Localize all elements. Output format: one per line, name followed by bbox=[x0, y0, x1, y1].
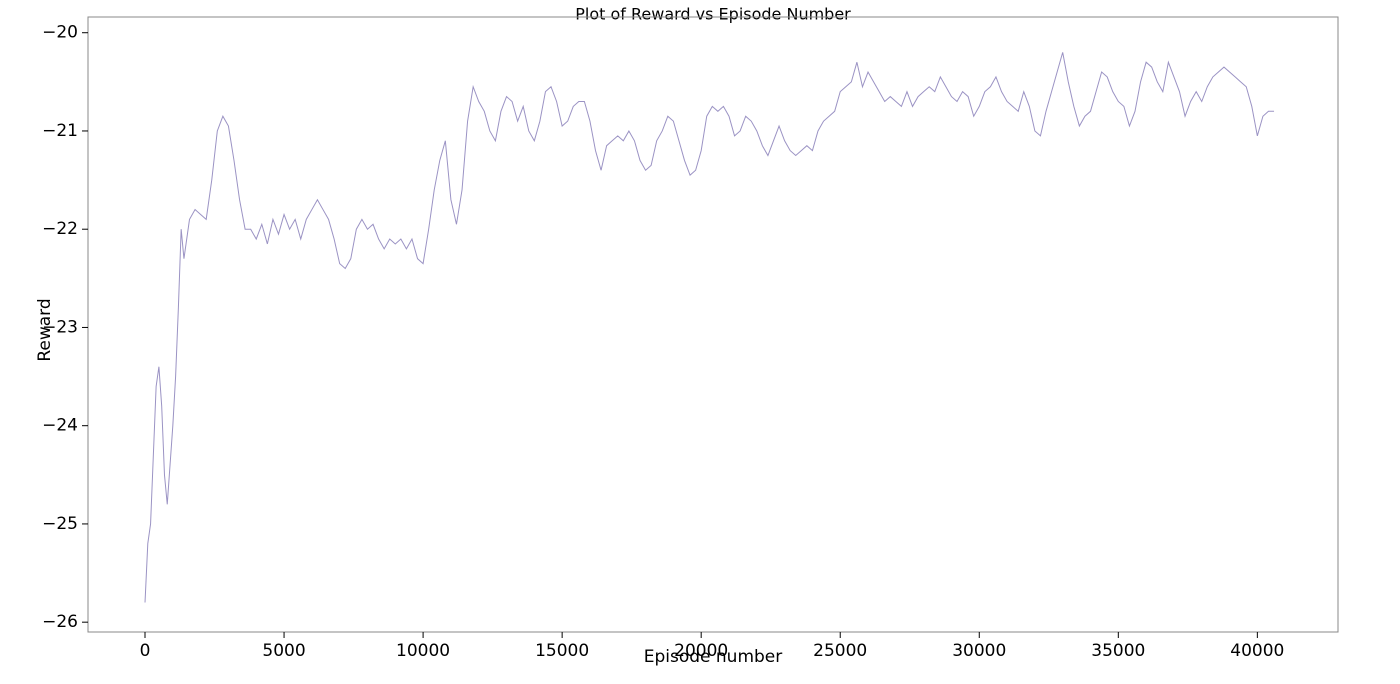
x-axis-label: Episode number bbox=[644, 647, 783, 667]
x-tick-label: 35000 bbox=[1091, 641, 1145, 661]
x-tick-label: 30000 bbox=[952, 641, 1006, 661]
y-tick-label: −25 bbox=[42, 514, 78, 534]
y-tick-label: −23 bbox=[42, 317, 78, 337]
y-tick-label: −22 bbox=[42, 219, 78, 239]
x-tick-label: 20000 bbox=[674, 641, 728, 661]
y-tick-label: −20 bbox=[42, 23, 78, 43]
x-tick-label: 5000 bbox=[262, 641, 305, 661]
x-tick-label: 15000 bbox=[535, 641, 589, 661]
reward-line bbox=[144, 52, 1275, 603]
plot-frame bbox=[87, 16, 1339, 633]
x-tick-label: 10000 bbox=[396, 641, 450, 661]
x-tick-label: 0 bbox=[140, 641, 151, 661]
x-tick-label: 40000 bbox=[1230, 641, 1284, 661]
y-tick-label: −21 bbox=[42, 121, 78, 141]
y-axis-label: Reward bbox=[35, 298, 55, 361]
y-tick-label: −24 bbox=[42, 416, 78, 436]
y-tick-label: −26 bbox=[42, 612, 78, 632]
chart-title: Plot of Reward vs Episode Number bbox=[575, 5, 851, 24]
x-tick-label: 25000 bbox=[813, 641, 867, 661]
